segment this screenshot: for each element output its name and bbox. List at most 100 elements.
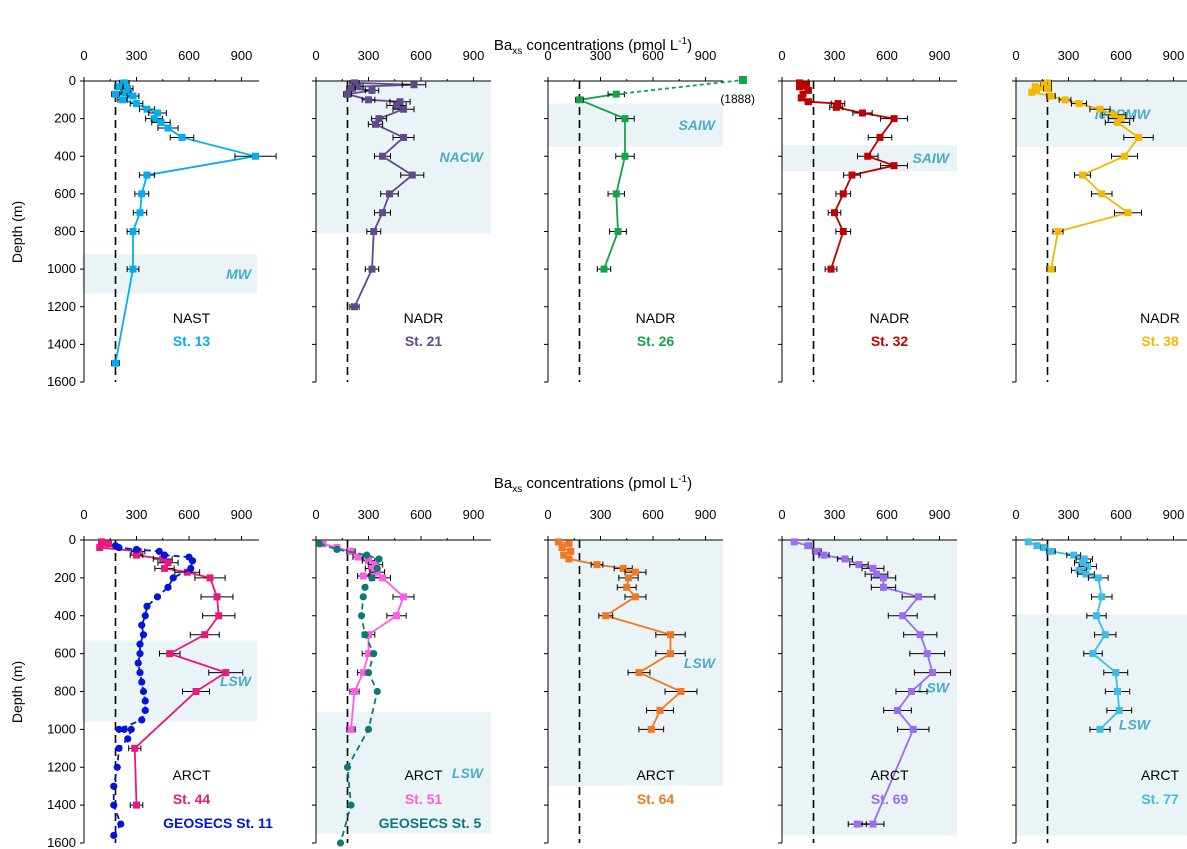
data-point xyxy=(1117,115,1125,123)
data-point xyxy=(131,744,139,752)
data-point xyxy=(110,831,118,840)
x-tick-label: 900 xyxy=(695,507,717,522)
data-point xyxy=(834,100,842,108)
data-point xyxy=(1028,88,1036,96)
x-tick-label: 600 xyxy=(876,48,898,63)
water-mass-label: SAIW xyxy=(912,150,950,166)
data-point xyxy=(621,152,629,160)
data-point xyxy=(656,706,664,714)
data-point xyxy=(120,79,128,87)
x-tick-label: 300 xyxy=(824,507,846,522)
x-tick-label: 0 xyxy=(312,507,319,522)
data-point xyxy=(132,545,141,554)
data-point xyxy=(890,115,898,123)
data-point xyxy=(832,103,840,111)
data-point xyxy=(169,574,177,582)
data-point xyxy=(1070,551,1078,559)
x-tick-label: 0 xyxy=(778,507,785,522)
water-mass-label: LSW xyxy=(452,765,485,781)
data-point xyxy=(154,109,161,117)
data-point xyxy=(1112,669,1120,677)
data-point xyxy=(1098,593,1106,601)
data-point xyxy=(632,568,639,576)
water-mass-label: MW xyxy=(226,266,253,282)
data-point xyxy=(344,90,351,98)
x-tick-label: 600 xyxy=(642,48,664,63)
data-point xyxy=(804,86,812,94)
data-point xyxy=(864,152,872,160)
water-mass-label: SAIW xyxy=(678,117,716,133)
province-label: NAST xyxy=(173,310,211,326)
secondary-station-label: GEOSECS St. 5 xyxy=(379,815,482,831)
panel-1-4: 0 300 600 900 LSW ARCT St. 77 xyxy=(1012,507,1187,844)
data-point xyxy=(364,668,373,677)
data-point xyxy=(1094,574,1102,582)
outlier-point xyxy=(739,76,747,84)
data-point xyxy=(115,725,123,733)
series-line xyxy=(112,544,194,836)
row-title: Baxs concentrations (pmol L-1) xyxy=(494,474,692,495)
x-tick-label: 0 xyxy=(1012,507,1019,522)
data-point xyxy=(1033,542,1041,550)
data-point xyxy=(841,555,849,563)
data-point xyxy=(155,547,163,555)
data-point xyxy=(359,669,367,677)
x-tick-label: 900 xyxy=(231,507,253,522)
x-tick-label: 900 xyxy=(1163,48,1185,63)
data-point xyxy=(400,105,407,113)
y-tick-label: 1200 xyxy=(47,299,76,314)
data-point xyxy=(890,162,898,170)
data-point xyxy=(333,545,341,554)
data-point xyxy=(1024,538,1032,546)
x-tick-label: 0 xyxy=(544,507,551,522)
data-point xyxy=(365,96,372,104)
data-point xyxy=(1101,631,1109,639)
data-point xyxy=(1080,555,1088,563)
data-point xyxy=(368,86,376,94)
title-end: ) xyxy=(687,37,692,54)
data-point xyxy=(1075,566,1083,574)
data-point xyxy=(1033,86,1041,94)
data-point xyxy=(373,568,381,576)
data-point xyxy=(365,650,372,658)
y-tick-label: 800 xyxy=(54,684,76,699)
data-point xyxy=(1089,650,1097,658)
data-point xyxy=(1114,118,1121,126)
x-tick-label: 600 xyxy=(178,507,200,522)
province-label: NADR xyxy=(636,310,676,326)
data-point xyxy=(855,561,863,569)
data-point xyxy=(157,118,165,126)
data-point xyxy=(153,593,162,601)
x-tick-label: 600 xyxy=(642,507,664,522)
data-point xyxy=(869,820,877,828)
data-point xyxy=(625,574,632,582)
data-point xyxy=(859,109,866,117)
data-point xyxy=(1082,570,1090,578)
data-point xyxy=(164,559,172,567)
data-point xyxy=(1075,100,1083,108)
title-sub: xs xyxy=(512,46,522,57)
data-point xyxy=(796,83,803,91)
data-point xyxy=(133,551,140,559)
data-point xyxy=(96,544,104,552)
data-point xyxy=(336,839,345,847)
data-point xyxy=(880,574,887,582)
data-point xyxy=(1061,96,1069,104)
x-tick-label: 300 xyxy=(126,507,148,522)
data-point xyxy=(113,763,121,771)
data-point xyxy=(115,543,123,552)
data-point xyxy=(124,85,132,93)
data-point xyxy=(370,650,378,658)
x-tick-label: 300 xyxy=(126,48,148,63)
water-mass-label: LSW xyxy=(220,673,253,689)
province-label: ARCT xyxy=(1141,767,1180,783)
data-point xyxy=(635,669,643,677)
y-tick-label: 800 xyxy=(54,224,76,239)
x-tick-label: 300 xyxy=(824,48,846,63)
y-tick-label: 1000 xyxy=(47,261,76,276)
data-point xyxy=(192,688,200,695)
data-point xyxy=(119,96,126,104)
province-label: ARCT xyxy=(404,767,443,783)
outlier-link xyxy=(616,79,744,96)
data-point xyxy=(166,650,174,658)
